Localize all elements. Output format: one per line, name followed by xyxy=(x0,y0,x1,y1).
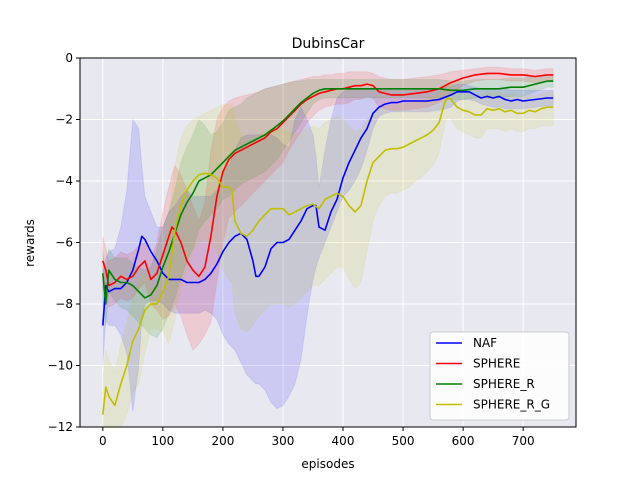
y-axis-label: rewards xyxy=(23,219,37,267)
x-tick-label: 600 xyxy=(452,434,475,448)
x-axis: 0 100 200 300 400 500 600 700 xyxy=(99,427,535,448)
series-line-naf xyxy=(102,91,554,326)
y-tick-label: −2 xyxy=(55,113,73,127)
x-tick-label: 300 xyxy=(272,434,295,448)
band-naf xyxy=(102,83,554,412)
y-tick-label: −8 xyxy=(55,297,73,311)
band-sphere-r xyxy=(102,74,554,339)
y-tick-label: −4 xyxy=(55,174,73,188)
series-line-sphere-r-g xyxy=(102,97,554,415)
y-tick-label: −6 xyxy=(55,236,73,250)
legend: NAF SPHERE SPHERE_R SPHERE_R_G xyxy=(429,331,570,421)
y-tick-label: −12 xyxy=(48,420,73,434)
legend-label-sphere-r-g: SPHERE_R_G xyxy=(473,398,550,412)
x-tick-label: 400 xyxy=(332,434,355,448)
series-lines xyxy=(102,72,554,415)
legend-label-sphere: SPHERE xyxy=(473,357,520,371)
confidence-bands xyxy=(102,66,554,427)
x-tick-label: 0 xyxy=(99,434,107,448)
x-axis-label: episodes xyxy=(301,457,354,471)
y-axis: −12 −10 −8 −6 −4 −2 0 xyxy=(48,51,80,434)
series-line-sphere xyxy=(102,72,554,287)
x-tick-label: 200 xyxy=(211,434,234,448)
x-tick-label: 700 xyxy=(512,434,535,448)
y-tick-label: 0 xyxy=(65,51,73,65)
legend-label-sphere-r: SPHERE_R xyxy=(473,377,535,391)
band-sphere-r-g xyxy=(102,81,554,427)
x-tick-label: 500 xyxy=(392,434,415,448)
legend-box xyxy=(429,331,570,421)
series-line-sphere-r xyxy=(102,80,554,305)
chart-title: DubinsCar xyxy=(292,36,365,52)
y-tick-label: −10 xyxy=(48,359,73,373)
legend-label-naf: NAF xyxy=(473,336,497,350)
x-tick-label: 100 xyxy=(151,434,174,448)
